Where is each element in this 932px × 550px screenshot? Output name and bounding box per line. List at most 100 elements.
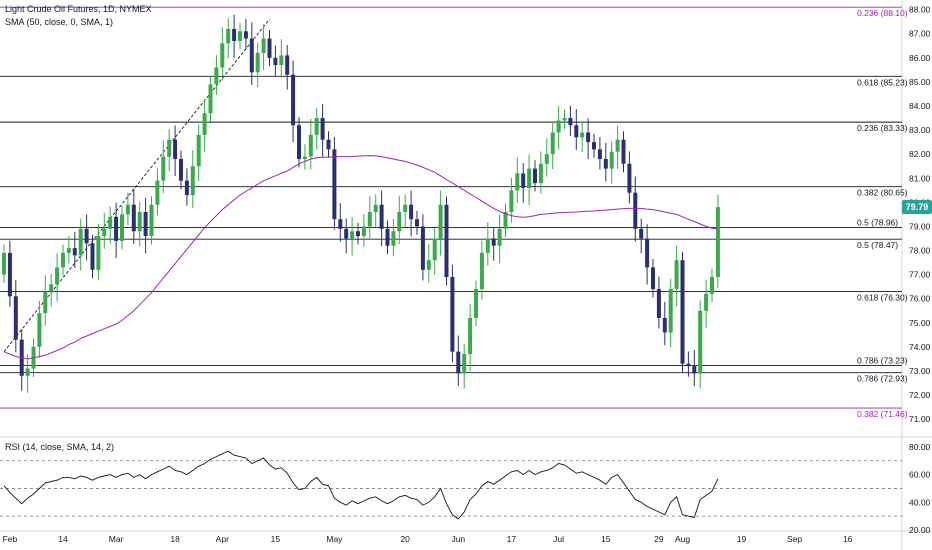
candle-body [285,55,290,75]
trendline [3,18,270,352]
candle-body [155,180,160,205]
candle-body [550,132,555,155]
candle-body [291,74,296,126]
candle-body [167,139,172,157]
sma-line [3,155,718,360]
candle-body [479,252,484,290]
candle-body [302,156,307,159]
candle-body [72,248,77,256]
candle-body [344,228,349,239]
last-price-tag: 79.79 [902,200,932,215]
candle-body [279,55,284,66]
price-tick-label: 84.00 [909,101,931,111]
time-axis-label: Apr [216,534,229,544]
candle-body [338,219,343,229]
fib-level-label: 0.236 (83.33) [857,123,908,133]
candle-body [432,238,437,261]
candle-body [438,204,443,239]
candle-body [7,252,12,297]
candle-body [273,57,278,66]
price-tick-label: 71.00 [909,414,931,424]
candle-body [232,28,237,41]
candle-body [603,158,608,169]
candle-body [226,28,231,44]
time-axis-label: Sep [787,534,802,544]
candle-body [90,243,95,270]
rsi-legend: RSI (14, close, SMA, 14, 2) [5,442,115,452]
candle-body [66,248,71,253]
candle-body [580,132,585,138]
candle-body [533,168,537,184]
price-tick-label: 74.00 [909,342,931,352]
candle-body [597,149,602,159]
price-tick-label: 85.00 [909,77,931,87]
price-tick-label: 81.00 [909,173,931,183]
candle-body [426,260,431,270]
candle-body [214,67,219,85]
candle-body [190,166,195,196]
time-axis-label: Jun [451,534,465,544]
time-axis-label: Mar [109,534,124,544]
candle-body [485,238,490,253]
time-axis-label: Jul [553,534,564,544]
candle-body [243,31,248,39]
time-axis-label: 15 [271,534,281,544]
candle-body [361,226,366,237]
candle-body [326,139,331,150]
candle-body [25,368,30,376]
candle-body [37,313,42,347]
candle-body [143,211,148,237]
candle-body [220,43,225,68]
sma-legend: SMA (50, close, 0, SMA, 1) [5,17,114,27]
time-axis-label: 17 [507,534,517,544]
candle-body [96,236,101,270]
candle-body [645,238,650,268]
fib-level-label: 0.618 (76.30) [857,292,908,302]
fib-level-label: 0.786 (72.93) [857,374,908,384]
fib-level-label: 0.5 (78.47) [857,240,898,250]
candle-body [515,173,520,191]
candle-body [202,113,207,135]
candle-body [102,228,107,237]
candle-body [108,216,113,229]
candle-body [544,154,549,164]
candle-body [503,211,508,229]
candle-body [379,204,384,229]
candle-body [651,267,655,290]
candle-body [562,118,567,121]
price-tick-label: 75.00 [909,318,931,328]
candle-body [249,38,254,73]
candle-body [297,125,301,159]
candle-body [556,120,561,133]
candle-body [49,284,54,292]
candle-body [686,363,691,367]
time-axis-label: 16 [843,534,853,544]
time-axis-label: 15 [601,534,611,544]
candle-body [609,151,614,169]
candle-body [586,132,591,143]
candle-body [350,231,355,239]
candle-body [2,252,6,275]
candle-body [208,84,213,114]
candle-body [308,134,313,157]
candle-body [137,211,142,232]
price-tick-label: 73.00 [909,366,931,376]
time-axis-label: May [326,534,343,544]
candle-body [391,231,396,246]
candle-body [468,317,473,355]
candle-body [120,214,124,241]
candle-body [420,226,425,270]
candle-body [61,252,65,268]
candle-body [474,289,478,318]
candle-body [491,238,496,246]
candle-body [13,296,18,340]
rsi-tick-label: 20.00 [909,525,931,535]
candle-body [397,211,402,232]
candle-body [131,204,136,232]
candle-body [184,180,189,196]
time-axis-label: Aug [675,534,690,544]
candle-body [527,168,532,188]
rsi-tick-label: 60.00 [909,470,931,480]
candle-body [568,118,573,126]
